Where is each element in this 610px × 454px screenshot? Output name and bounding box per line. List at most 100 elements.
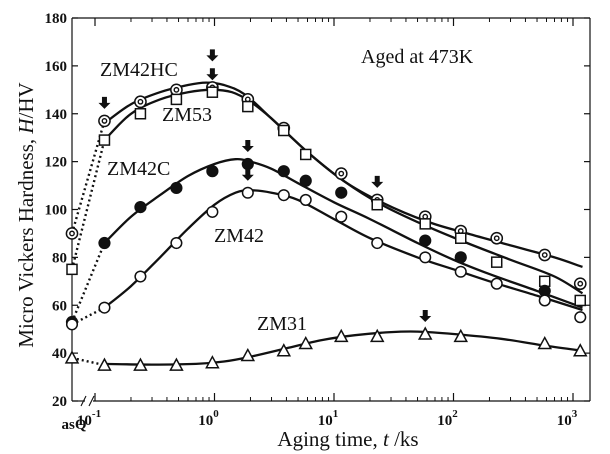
zm42c-data-point [299,174,312,187]
axis-break-mark [80,395,95,407]
zm42hc-data-point [98,114,111,128]
zm53-data-point [455,232,467,244]
zm42hc-data-point [134,95,147,109]
zm42c-data-point [206,165,219,178]
zm53-data-point [134,108,147,120]
zm31-data-point [453,328,469,343]
zm42hc-peak-arrow [98,96,111,109]
x-axis-title-unit: /ks [394,427,419,451]
x-tick-label: 101 [318,408,339,429]
zm42hc-marker-core [338,170,345,177]
zm42c-data-point [98,236,111,250]
zm31-label: ZM31 [257,313,307,335]
zm42c-data-point [454,251,467,264]
y-axis-title-symbol: H [14,117,38,135]
zm42-data-point [299,193,312,206]
zm31-peak-arrow [419,309,432,322]
y-tick-label: 140 [45,107,68,123]
zm31-data-point [240,347,256,362]
zm42-data-point [134,270,147,283]
zm42-data-point [490,277,503,290]
x-axis-title: Aging time, t /ks [277,427,418,451]
zm53-data-point [278,124,290,137]
zm42-data-point [335,210,348,223]
zm42hc-label: ZM42HC [100,59,178,81]
zm42-data-point [170,236,183,250]
x-axis-title-symbol: t [383,427,394,451]
zm31-data-point [298,335,313,350]
zm31-data-point [64,350,80,364]
zm31-data-point [133,357,148,371]
zm42-data-point [419,251,432,264]
zm53-data-point [490,256,503,268]
zm42hc-peak-arrow [371,175,384,188]
zm53-data-point [371,198,383,211]
zm42c-data-point [134,201,147,214]
zm31-data-point [537,335,552,350]
zm53-label: ZM53 [162,104,212,126]
y-tick-label: 120 [45,155,68,171]
y-axis-title-unit: /HV [14,82,38,118]
y-tick-label: 160 [45,59,68,75]
zm42hc-data-point [573,277,587,291]
zm42c-data-point [241,157,254,171]
y-tick-label: 100 [45,203,68,219]
x-axis-title-main: Aging time, [277,427,383,451]
zm42hc-data-point [538,248,552,262]
zm53-data-point [574,294,587,307]
zm31-data-point [417,326,433,340]
zm53-data-point [170,93,183,106]
zm53-data-point [66,263,78,276]
x-tick-label: 100 [198,408,219,429]
zm31-data-point [169,357,184,371]
zm42-data-point [371,236,384,250]
zm31-data-point [205,355,220,369]
zm53-data-point [98,134,111,146]
y-axis-title-main: Micro Vickers Hardness, [14,134,38,348]
zm31-data-point [369,328,385,343]
zm53-asq-connector [70,139,106,270]
zm42-data-point [277,189,290,202]
zm42hc-data-point [65,227,79,240]
x-tick-label: 103 [557,408,578,429]
zm42-data-point [241,186,254,199]
chart-annotation: Aged at 473K [361,46,474,68]
zm42-data-point [98,301,111,314]
zm42hc-data-point [334,167,348,180]
y-tick-label: 20 [52,394,67,410]
zm42c-data-point [277,165,290,178]
zm42-data-point [65,318,79,331]
zm42-peak-arrow [241,168,254,181]
zm42hc-marker-core [493,235,500,242]
x-tick-label: 102 [437,408,458,429]
zm53-data-point [206,86,219,98]
y-tick-label: 60 [52,298,67,314]
zm42hc-data-point [490,231,504,245]
zm42c-label: ZM42C [107,158,170,180]
zm42hc-peak-arrow [206,49,219,62]
zm42-data-point [538,294,551,307]
zm42hc-marker-core [173,86,180,93]
zm53-data-point [242,100,254,113]
zm42c-data-point [419,234,432,247]
zm42c-data-point [335,186,348,199]
zm31-asq-connector [71,356,105,367]
zm42c-data-point [170,181,183,195]
y-axis-title: Micro Vickers Hardness, H/HV [14,82,38,347]
zm42c-peak-arrow [241,140,254,153]
zm42-data-point [574,311,587,324]
zm42hc-marker-core [69,230,75,237]
zm42hc-marker-core [541,252,548,258]
zm42-label: ZM42 [214,225,264,247]
zm31-data-point [97,357,112,371]
x-asq-label: asQ [61,417,86,433]
y-tick-label: 180 [45,11,68,27]
zm42hc-marker-core [137,98,144,105]
zm53-data-point [419,218,431,230]
x-tick-label: 10-1 [77,408,101,429]
zm42c-asq-connector [70,242,106,323]
zm53-data-point [299,148,312,161]
zm42-data-point [206,205,219,218]
